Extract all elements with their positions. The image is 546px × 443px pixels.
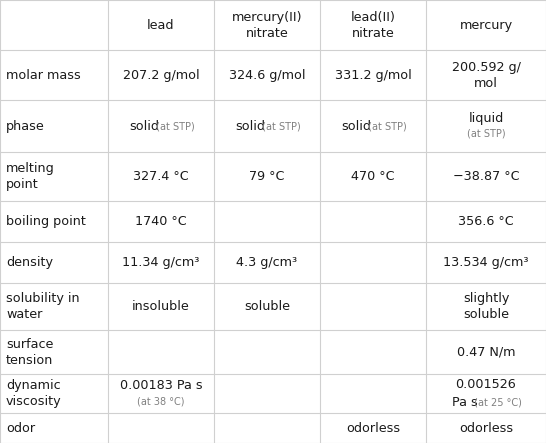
Text: boiling point: boiling point xyxy=(6,215,86,228)
Text: mercury(II)
nitrate: mercury(II) nitrate xyxy=(232,11,302,39)
Text: 11.34 g/cm³: 11.34 g/cm³ xyxy=(122,256,200,269)
Text: 13.534 g/cm³: 13.534 g/cm³ xyxy=(443,256,529,269)
Text: solubility in
water: solubility in water xyxy=(6,292,80,321)
Text: 207.2 g/mol: 207.2 g/mol xyxy=(123,69,199,82)
Text: (at STP): (at STP) xyxy=(259,121,301,131)
Text: odor: odor xyxy=(6,421,35,435)
Text: odorless: odorless xyxy=(459,421,513,435)
Text: soluble: soluble xyxy=(244,300,290,313)
Text: surface
tension: surface tension xyxy=(6,338,54,366)
Text: 356.6 °C: 356.6 °C xyxy=(458,215,514,228)
Text: 79 °C: 79 °C xyxy=(250,170,285,183)
Text: lead(II)
nitrate: lead(II) nitrate xyxy=(351,11,395,39)
Text: (at STP): (at STP) xyxy=(365,121,407,131)
Text: mercury: mercury xyxy=(459,19,513,31)
Text: 0.001526: 0.001526 xyxy=(455,378,517,391)
Text: 1740 °C: 1740 °C xyxy=(135,215,187,228)
Text: 0.00183 Pa s: 0.00183 Pa s xyxy=(120,379,203,392)
Text: solid: solid xyxy=(341,120,371,132)
Text: odorless: odorless xyxy=(346,421,400,435)
Text: 0.47 N/m: 0.47 N/m xyxy=(457,346,515,358)
Text: (at 38 °C): (at 38 °C) xyxy=(137,396,185,407)
Text: Pa s: Pa s xyxy=(452,396,478,409)
Text: solid: solid xyxy=(235,120,265,132)
Text: 470 °C: 470 °C xyxy=(351,170,395,183)
Text: solid: solid xyxy=(129,120,159,132)
Text: lead: lead xyxy=(147,19,175,31)
Text: (at STP): (at STP) xyxy=(153,121,195,131)
Text: melting
point: melting point xyxy=(6,162,55,191)
Text: density: density xyxy=(6,256,53,269)
Text: molar mass: molar mass xyxy=(6,69,81,82)
Text: 200.592 g/
mol: 200.592 g/ mol xyxy=(452,61,520,89)
Text: phase: phase xyxy=(6,120,45,132)
Text: (at 25 °C): (at 25 °C) xyxy=(471,397,522,408)
Text: −38.87 °C: −38.87 °C xyxy=(453,170,519,183)
Text: (at STP): (at STP) xyxy=(467,129,505,139)
Text: 331.2 g/mol: 331.2 g/mol xyxy=(335,69,411,82)
Text: slightly
soluble: slightly soluble xyxy=(463,292,509,321)
Text: 327.4 °C: 327.4 °C xyxy=(133,170,189,183)
Text: insoluble: insoluble xyxy=(132,300,190,313)
Text: liquid: liquid xyxy=(468,112,503,124)
Text: 324.6 g/mol: 324.6 g/mol xyxy=(229,69,305,82)
Text: 4.3 g/cm³: 4.3 g/cm³ xyxy=(236,256,298,269)
Text: dynamic
viscosity: dynamic viscosity xyxy=(6,379,62,408)
